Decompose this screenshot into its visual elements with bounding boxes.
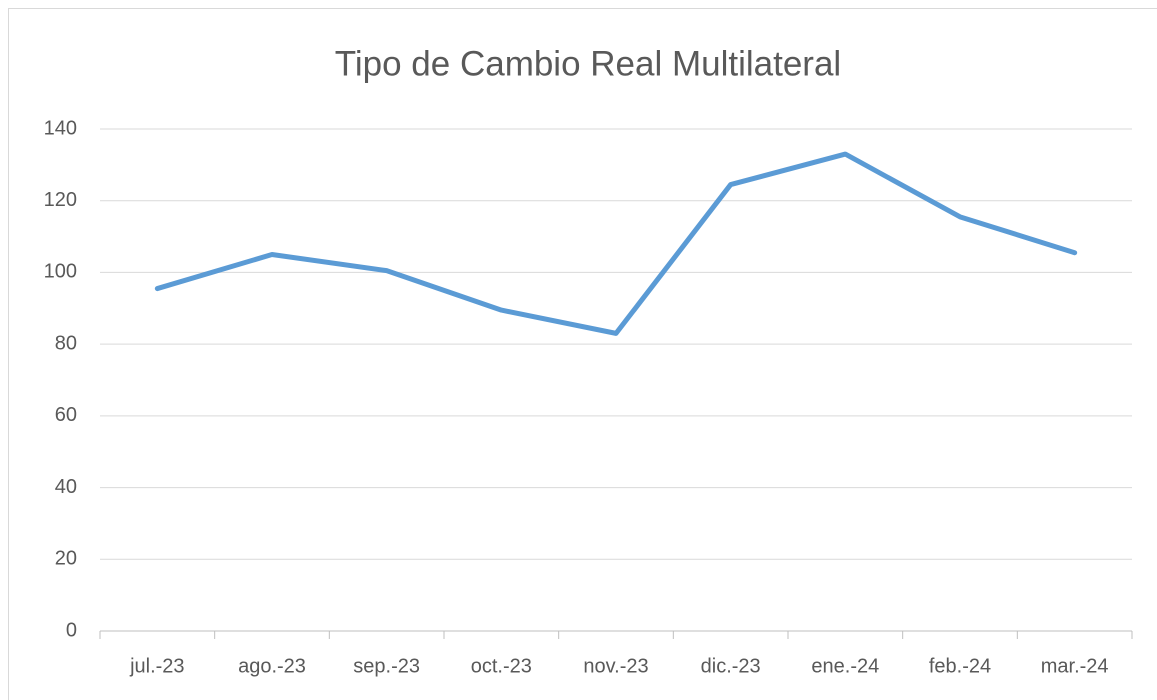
y-tick-label: 60 <box>55 404 77 426</box>
x-tick-label: ene.-24 <box>811 655 879 677</box>
y-tick-label: 40 <box>55 476 77 498</box>
y-tick-label: 100 <box>44 261 77 283</box>
x-tick-label: nov.-23 <box>583 655 648 677</box>
y-tick-label: 80 <box>55 332 77 354</box>
x-tick-label: ago.-23 <box>238 655 306 677</box>
x-tick-label: oct.-23 <box>471 655 532 677</box>
y-tick-label: 120 <box>44 189 77 211</box>
x-tick-label: mar.-24 <box>1041 655 1109 677</box>
x-tick-label: jul.-23 <box>129 655 184 677</box>
chart-title: Tipo de Cambio Real Multilateral <box>335 44 841 83</box>
chart-frame <box>8 8 1157 700</box>
x-tick-label: feb.-24 <box>929 655 991 677</box>
x-tick-label: sep.-23 <box>353 655 420 677</box>
x-tick-label: dic.-23 <box>701 655 761 677</box>
y-tick-label: 140 <box>44 117 77 139</box>
y-tick-label: 0 <box>66 619 77 641</box>
y-tick-label: 20 <box>55 548 77 570</box>
line-series <box>154 151 1078 336</box>
